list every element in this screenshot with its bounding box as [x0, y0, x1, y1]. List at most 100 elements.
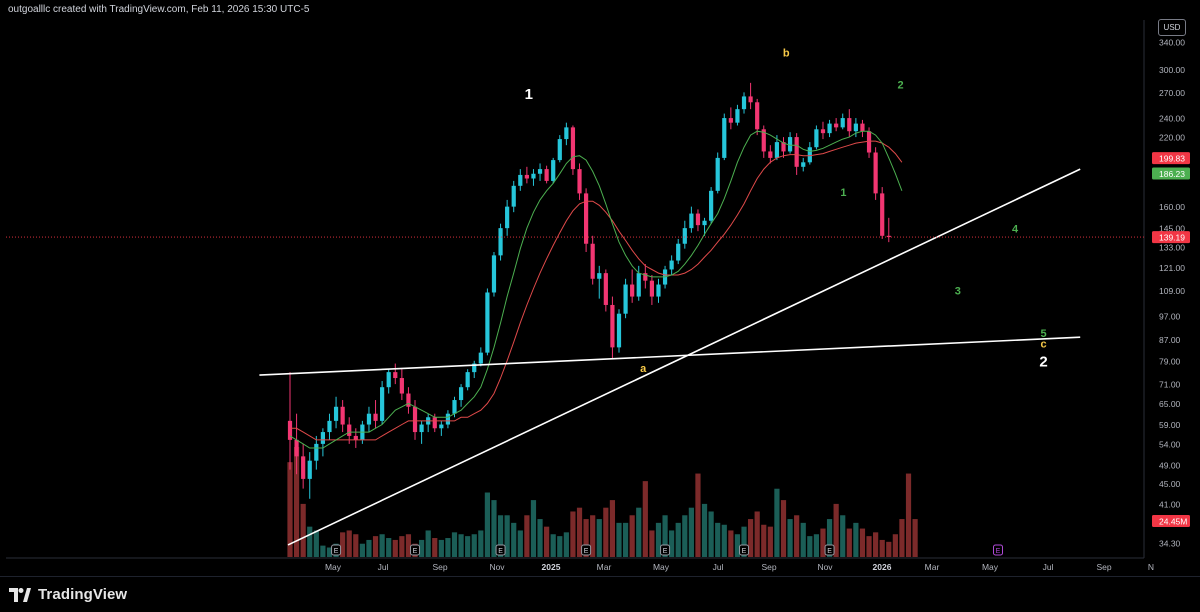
price-axis[interactable]: 340.00 300.00 270.00 240.00 220.00 199.83 186.… [1152, 38, 1190, 549]
candle [445, 410, 451, 429]
volume-bar [892, 534, 898, 557]
volume-bar [313, 530, 319, 557]
trendline-2[interactable] [287, 168, 1081, 546]
candle [886, 217, 891, 243]
volume-bar [728, 530, 734, 557]
candle [702, 217, 707, 236]
time-axis-tick: Jul [378, 562, 389, 572]
volume-bar [458, 534, 464, 557]
volume-bar [905, 473, 912, 557]
time-axis-tick: May [325, 562, 342, 572]
earnings-icon[interactable]: E [993, 544, 1003, 556]
volume-bar [748, 519, 754, 557]
volume-bar [853, 522, 859, 557]
candle [781, 137, 786, 158]
volume-bar [701, 503, 708, 557]
volume-bar [379, 534, 385, 557]
wave-label: 2 [898, 79, 904, 91]
volume-bar [767, 526, 773, 557]
candle [307, 452, 312, 499]
volume-bar [794, 515, 800, 557]
candle [472, 360, 477, 379]
price-axis-tick: 139.19 [1159, 233, 1185, 243]
candle [787, 132, 793, 154]
time-axis-tick: Sep [432, 562, 447, 572]
earnings-icon[interactable]: E [660, 544, 671, 556]
candles [287, 82, 891, 499]
currency-button[interactable]: USD [1158, 19, 1186, 36]
time-axis-tick: 2025 [542, 562, 561, 572]
candle [807, 142, 812, 165]
volume-bar [557, 536, 563, 557]
volume-bar [524, 515, 530, 557]
price-axis-tick: 133.00 [1159, 243, 1185, 253]
volume-bar [293, 447, 300, 557]
time-axis-tick: May [982, 562, 999, 572]
candle [853, 118, 858, 138]
earnings-icon[interactable]: E [824, 544, 835, 556]
volume-bar [392, 539, 398, 557]
earnings-icon[interactable]: E [331, 544, 342, 556]
volume-bar [800, 522, 806, 557]
candle [676, 238, 681, 265]
candle [426, 413, 431, 433]
candle [603, 269, 608, 312]
ma-fast-line [289, 130, 903, 449]
candle [597, 265, 602, 299]
candle [465, 369, 470, 391]
candle [373, 400, 378, 429]
candle [689, 206, 694, 233]
candle [682, 220, 687, 249]
earnings-icon[interactable]: E [739, 544, 750, 556]
volume-bar [465, 536, 471, 557]
earnings-icon[interactable]: E [581, 544, 592, 556]
volume-bar [419, 539, 425, 557]
earnings-icon[interactable]: E [410, 544, 421, 556]
trendline-1[interactable] [259, 336, 1081, 376]
volume-bar [497, 515, 504, 557]
volume-bar [622, 522, 629, 557]
time-axis-tick: May [653, 562, 670, 572]
volume-bar [372, 536, 379, 557]
candle [866, 127, 872, 158]
candle [728, 107, 733, 130]
volume-bar [550, 534, 556, 557]
price-axis-tick: 199.83 [1159, 154, 1185, 164]
volume-bar [386, 538, 392, 557]
price-axis-tick: 24.45M [1159, 517, 1187, 527]
candle [584, 188, 589, 252]
volume-bar [715, 522, 721, 557]
price-label-badge [1152, 231, 1190, 244]
earnings-icon[interactable]: E [495, 544, 506, 556]
svg-text:E: E [996, 548, 1001, 555]
volume-bar [438, 539, 444, 557]
candle [741, 92, 747, 114]
wave-labels: 1 b 2 a 1 4 3 5c 2 [525, 48, 1048, 376]
price-axis-tick: 270.00 [1159, 88, 1185, 98]
volume-bar [583, 519, 589, 557]
tradingview-logo[interactable]: TradingView [9, 586, 127, 603]
candle [814, 125, 819, 150]
volume-bar [629, 515, 635, 557]
candle [524, 166, 529, 184]
candle [834, 118, 839, 132]
wave-label: a [640, 363, 647, 375]
volume-bar [300, 503, 306, 557]
volume-bar [478, 530, 484, 557]
candle [327, 413, 332, 440]
time-axis-tick: Sep [1096, 562, 1111, 572]
wave-label: 2 [1039, 353, 1047, 370]
trendlines[interactable] [259, 168, 1081, 546]
volume-bar [899, 519, 905, 557]
wave-label: 4 [1012, 224, 1019, 236]
candle [722, 113, 727, 161]
candle [768, 145, 773, 164]
time-axis[interactable]: May Jul Sep Nov 2025 Mar May Jul Sep Nov 2026 Mar Ma… [325, 562, 1154, 572]
wave-label: b [783, 48, 790, 60]
price-axis-tick: 45.00 [1159, 479, 1181, 489]
wave-label: 5 [1041, 328, 1047, 340]
volume-bar [425, 530, 431, 557]
candle [623, 278, 628, 319]
